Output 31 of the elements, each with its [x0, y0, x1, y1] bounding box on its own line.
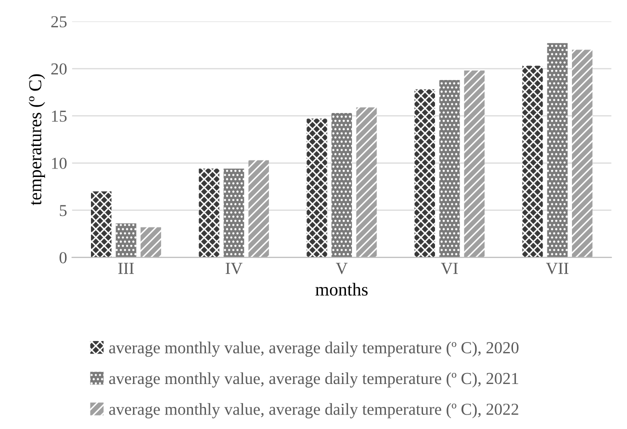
bar [547, 43, 568, 258]
bar [90, 191, 112, 258]
bar [116, 223, 136, 258]
y-tick-label: 15 [52, 110, 67, 122]
bar [356, 107, 377, 258]
bar [140, 227, 162, 258]
y-axis-title: temperatures (º C) [28, 74, 46, 206]
bar [572, 50, 592, 258]
legend-label: average monthly value, average daily temperature (º C), 2022 [109, 403, 518, 418]
x-tick-label: VI [440, 262, 458, 274]
bar [198, 168, 220, 258]
y-tick-label: 5 [60, 205, 67, 216]
bar [522, 66, 543, 258]
x-tick-label: IV [226, 262, 242, 274]
bar [439, 80, 460, 258]
y-tick-label: 0 [60, 252, 67, 264]
y-tick-label: 25 [51, 16, 67, 28]
y-tick-label: 20 [51, 63, 67, 75]
bar [414, 89, 435, 258]
x-tick-label: V [336, 262, 348, 274]
bar [306, 118, 328, 258]
bar [331, 113, 352, 258]
x-tick-label: III [118, 262, 134, 274]
x-tick-label: VII [546, 262, 568, 274]
bar [464, 70, 485, 258]
bar [248, 160, 269, 258]
y-tick-label: 10 [52, 158, 67, 169]
x-axis-title: months [316, 282, 368, 296]
bar [224, 168, 244, 258]
legend-label: average monthly value, average daily temperature (º C), 2020 [109, 342, 518, 357]
legend-label: average monthly value, average daily temperature (º C), 2021 [109, 372, 518, 388]
